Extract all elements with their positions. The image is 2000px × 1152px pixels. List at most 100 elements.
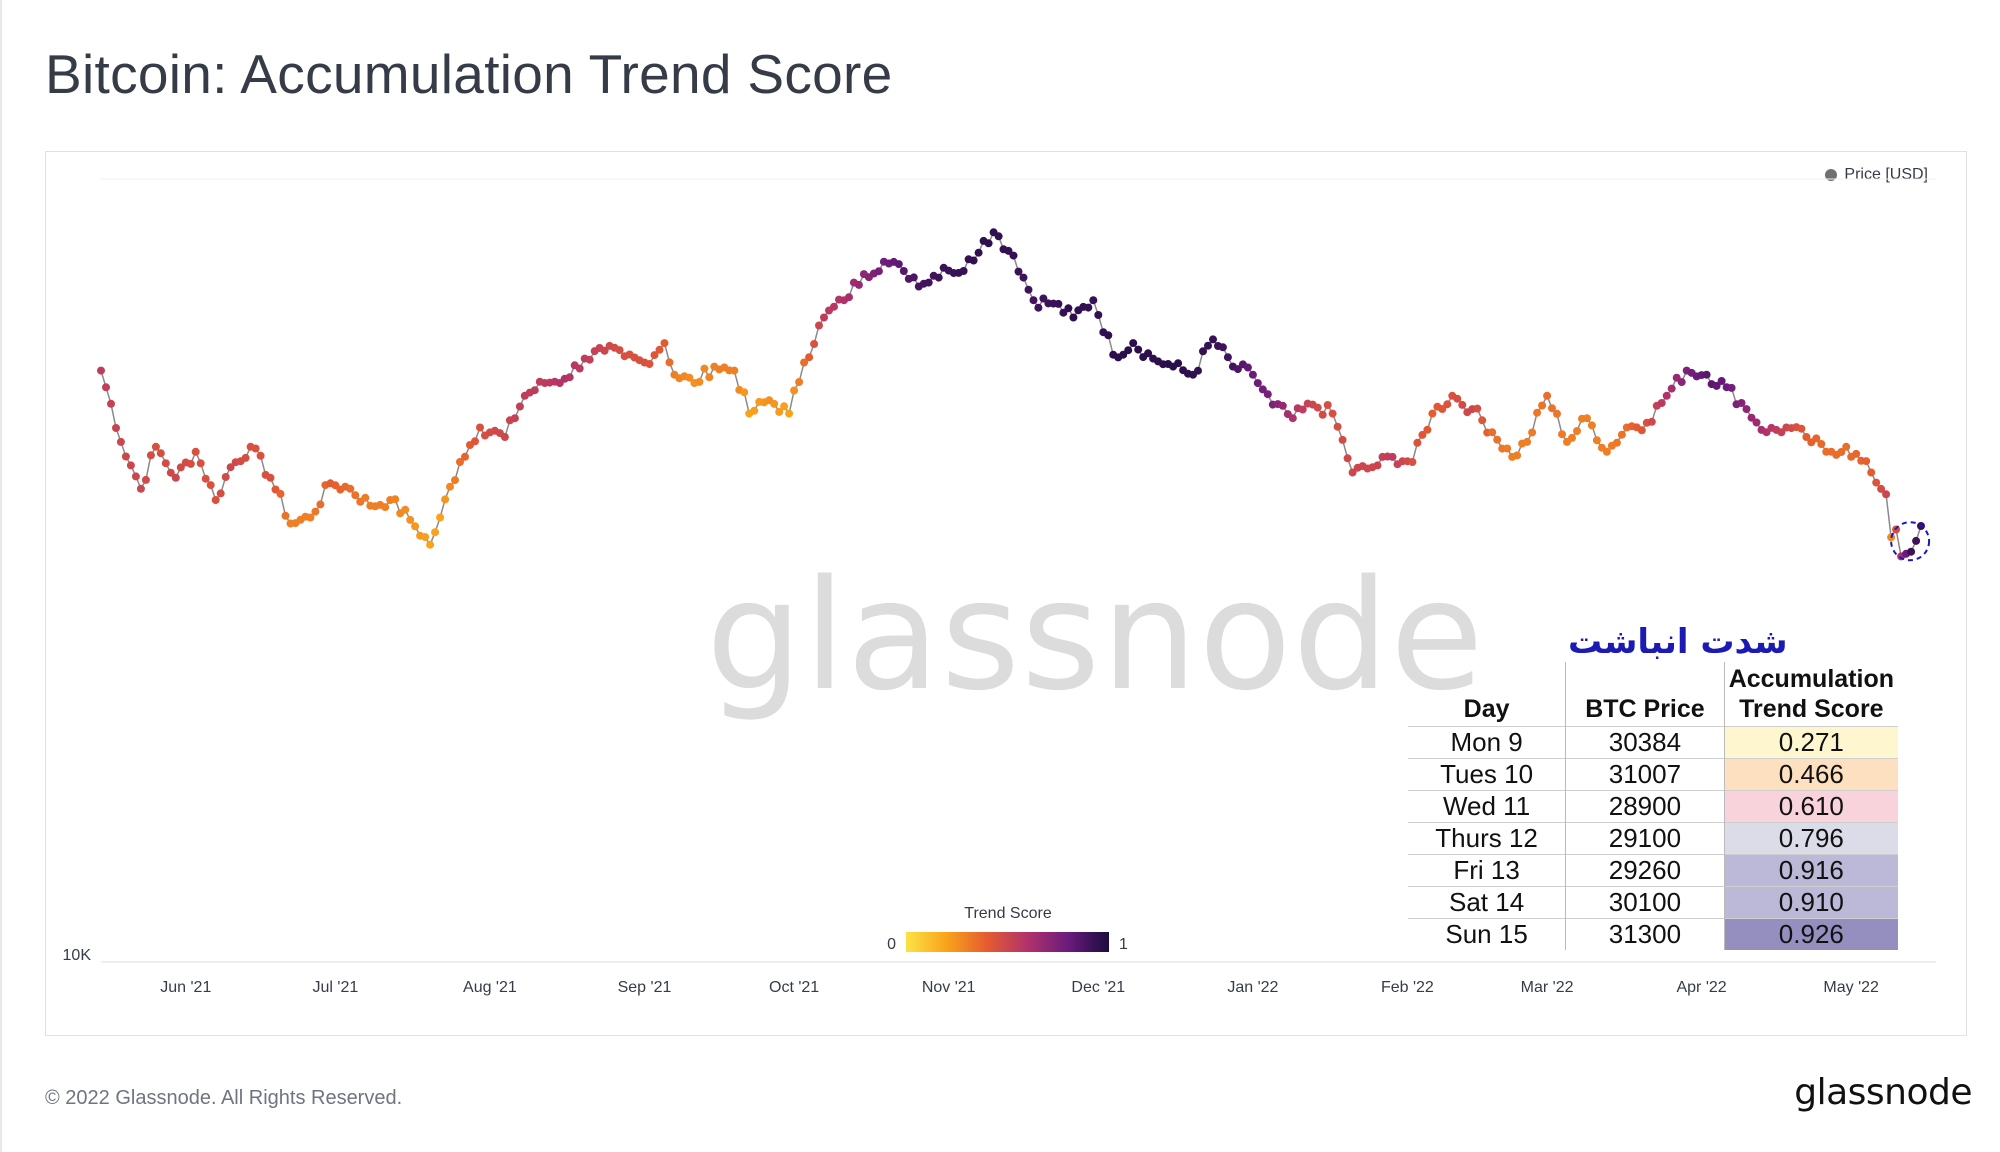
price-point: [176, 463, 185, 472]
price-point: [191, 447, 200, 456]
price-point: [1533, 408, 1542, 417]
price-point: [1842, 442, 1851, 451]
cell-price: 29100: [1565, 822, 1725, 855]
price-point: [1702, 370, 1711, 379]
price-point: [1458, 400, 1467, 409]
price-point: [411, 522, 420, 531]
price-point: [1523, 437, 1532, 446]
price-point: [874, 267, 883, 276]
price-point: [436, 513, 445, 522]
table-header-row: Day BTC Price Accumulation Trend Score: [1408, 662, 1898, 727]
price-point: [660, 339, 669, 348]
price-point: [1488, 428, 1497, 437]
price-point: [1243, 363, 1252, 372]
price-point: [705, 373, 714, 382]
price-point: [1777, 428, 1786, 437]
colorbar-max-label: 1: [1119, 936, 1128, 953]
price-point: [1872, 478, 1881, 487]
price-point: [1587, 421, 1596, 430]
y-tick-label: 10K: [63, 947, 92, 964]
price-point: [1413, 438, 1422, 447]
chart-plot-area: Jun '21 Jul '21 Aug '21 Sep '21 Oct '21 Nov '…: [63, 178, 1936, 996]
price-point: [1124, 346, 1133, 355]
cell-day: Wed 11: [1408, 790, 1567, 823]
table-row: Tues 10 31007 0.466: [1408, 758, 1898, 791]
price-point: [1313, 403, 1322, 412]
price-point: [1443, 400, 1452, 409]
cell-day: Sun 15: [1408, 918, 1567, 950]
x-tick-label: Sep '21: [618, 979, 672, 996]
price-point: [1817, 440, 1826, 448]
price-point: [1388, 452, 1397, 461]
price-point: [530, 386, 539, 395]
colorbar-ramp: [906, 932, 1109, 952]
price-point: [1592, 436, 1601, 445]
header-trend-score: Accumulation Trend Score: [1724, 662, 1898, 727]
price-point: [1423, 425, 1432, 434]
price-point: [186, 459, 195, 468]
chart-frame: glassnode Price [USD] Jun '21 Jul '21 Aug …: [45, 151, 1967, 1036]
price-point: [216, 489, 225, 498]
copyright: © 2022 Glassnode. All Rights Reserved.: [45, 1087, 403, 1109]
price-point: [1602, 447, 1611, 456]
price-point: [391, 495, 400, 504]
price-point: [1034, 303, 1043, 312]
price-point: [994, 232, 1003, 241]
price-point: [1867, 468, 1876, 477]
price-point: [1253, 379, 1262, 388]
price-point: [854, 280, 863, 289]
price-point: [401, 505, 410, 514]
price-point: [1223, 353, 1232, 362]
price-point: [1019, 273, 1028, 282]
price-point: [1129, 339, 1138, 348]
table-row: Sat 14 30100 0.910: [1408, 886, 1898, 919]
price-point: [685, 373, 694, 382]
price-point: [830, 302, 838, 311]
price-point: [750, 406, 759, 415]
x-tick-label: May '22: [1823, 979, 1879, 996]
cell-score: 0.466: [1724, 758, 1898, 791]
colorbar-min-label: 0: [887, 936, 896, 953]
price-point: [476, 423, 484, 432]
price-point: [969, 256, 978, 265]
price-point: [1877, 484, 1886, 493]
price-point: [166, 468, 175, 477]
cell-price: 31300: [1565, 918, 1725, 950]
price-point: [406, 515, 415, 524]
price-point: [1907, 547, 1916, 556]
price-point: [1233, 365, 1242, 374]
price-point: [1802, 433, 1811, 441]
cell-score: 0.271: [1724, 726, 1898, 759]
price-point: [201, 474, 210, 483]
price-point: [1747, 413, 1756, 422]
accumulation-table: Day BTC Price Accumulation Trend Score M…: [1408, 662, 1898, 950]
page-left-edge: [0, 0, 2, 1152]
price-point: [1453, 394, 1462, 403]
price-point: [1104, 331, 1113, 340]
price-point: [1583, 414, 1591, 423]
price-point: [451, 476, 459, 485]
price-point: [1543, 391, 1552, 400]
price-point: [1014, 267, 1023, 276]
price-point: [959, 267, 968, 275]
price-point: [256, 451, 265, 460]
price-point: [131, 472, 140, 481]
price-point: [1408, 458, 1417, 466]
price-point: [820, 313, 828, 322]
legend-dot-icon: [1825, 169, 1838, 181]
price-point: [790, 386, 799, 395]
overlay-title: شدت انباشت: [1568, 622, 1788, 662]
price-point: [346, 484, 355, 493]
price-point: [1218, 343, 1227, 352]
price-point: [1573, 427, 1581, 435]
price-point: [805, 353, 814, 362]
price-point: [1667, 384, 1676, 393]
price-point: [151, 442, 160, 451]
price-point: [775, 407, 784, 416]
price-point: [785, 409, 794, 418]
brand-logo[interactable]: glassnode: [1794, 1072, 1972, 1113]
price-point: [421, 533, 430, 541]
price-point: [141, 475, 150, 484]
price-point: [810, 340, 819, 348]
price-point: [510, 414, 519, 423]
